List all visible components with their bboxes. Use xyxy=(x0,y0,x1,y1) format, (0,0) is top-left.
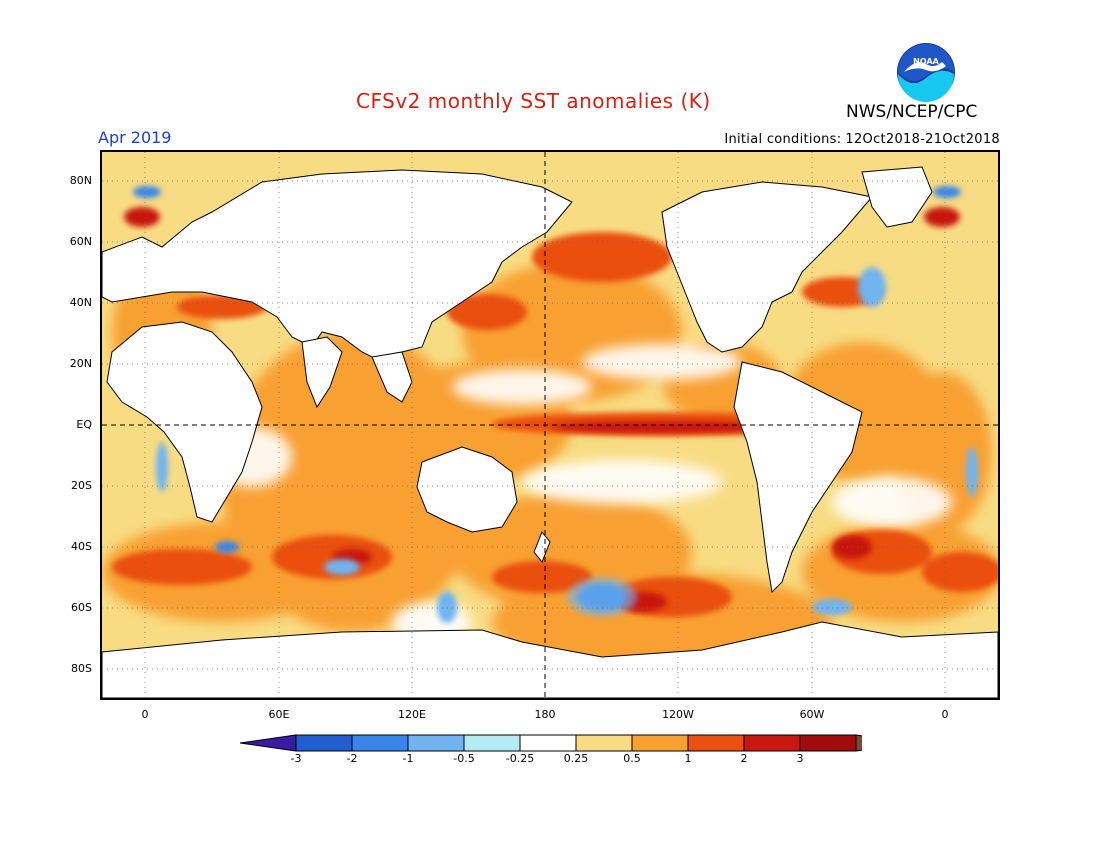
colorbar-box xyxy=(799,734,857,752)
sst-anomaly-map xyxy=(100,150,1000,700)
lat-label: 80N xyxy=(69,174,92,187)
lon-label: 120W xyxy=(662,708,694,721)
colorbar-box xyxy=(295,734,353,752)
land-antarctica xyxy=(102,621,998,698)
graticule xyxy=(102,152,998,698)
colorbar-tick-label: 2 xyxy=(740,752,748,765)
land-greenland xyxy=(861,166,933,228)
colorbar-extend-high xyxy=(855,734,862,752)
colorbar-tick-label: 0.5 xyxy=(623,752,641,765)
lat-label: 40S xyxy=(71,540,92,553)
colorbar-tick-label: -3 xyxy=(290,752,302,765)
colorbar xyxy=(240,734,862,752)
colorbar-tick-label: -0.25 xyxy=(505,752,535,765)
land-eurasia xyxy=(102,169,573,363)
lon-label: 60E xyxy=(268,708,290,721)
agency-label: NWS/NCEP/CPC xyxy=(846,102,978,122)
lat-label: EQ xyxy=(76,418,92,431)
lon-label: 0 xyxy=(941,708,949,721)
initial-conditions-label: Initial conditions: xyxy=(724,132,842,147)
initial-conditions: Initial conditions: 12Oct2018-21Oct2018 xyxy=(720,132,1000,147)
land-north-america xyxy=(661,181,873,353)
land-africa xyxy=(106,321,263,523)
logo-text: NOAA xyxy=(913,57,939,66)
lon-label: 0 xyxy=(141,708,149,721)
colorbar-box xyxy=(407,734,465,752)
chart-title: CFSv2 monthly SST anomalies (K) xyxy=(356,89,711,113)
lat-label: 20N xyxy=(69,357,92,370)
land-se-asia xyxy=(371,351,413,403)
land xyxy=(102,166,998,698)
land-india xyxy=(301,336,343,409)
lat-label: 60S xyxy=(71,601,92,614)
colorbar-box xyxy=(687,734,745,752)
anomaly-cool xyxy=(133,186,978,623)
lat-label: 20S xyxy=(71,479,92,492)
colorbar-tick-label: -0.5 xyxy=(453,752,475,765)
colorbar-tick-label: 0.25 xyxy=(563,752,589,765)
lat-label: 40N xyxy=(69,296,92,309)
colorbar-box xyxy=(743,734,801,752)
colorbar-box xyxy=(463,734,521,752)
lat-label: 60N xyxy=(69,235,92,248)
target-month: Apr 2019 xyxy=(98,128,172,147)
colorbar-box xyxy=(519,734,577,752)
reference-lines xyxy=(102,152,998,698)
land-australia xyxy=(416,446,518,533)
colorbar-tick-label: -1 xyxy=(402,752,414,765)
colorbar-box xyxy=(631,734,689,752)
map-canvas xyxy=(102,152,998,698)
land-south-america xyxy=(733,361,863,594)
noaa-logo: NOAA xyxy=(897,43,955,102)
colorbar-box xyxy=(351,734,409,752)
colorbar-tick-label: 1 xyxy=(684,752,692,765)
lon-label: 60W xyxy=(799,708,825,721)
initial-conditions-value: 12Oct2018-21Oct2018 xyxy=(845,132,1000,147)
lat-label: 80S xyxy=(71,662,92,675)
colorbar-box xyxy=(575,734,633,752)
colorbar-extend-low xyxy=(240,734,297,752)
colorbar-tick-label: 3 xyxy=(796,752,804,765)
lon-label: 120E xyxy=(398,708,426,721)
colorbar-tick-label: -2 xyxy=(346,752,358,765)
lon-label: 180 xyxy=(534,708,556,721)
